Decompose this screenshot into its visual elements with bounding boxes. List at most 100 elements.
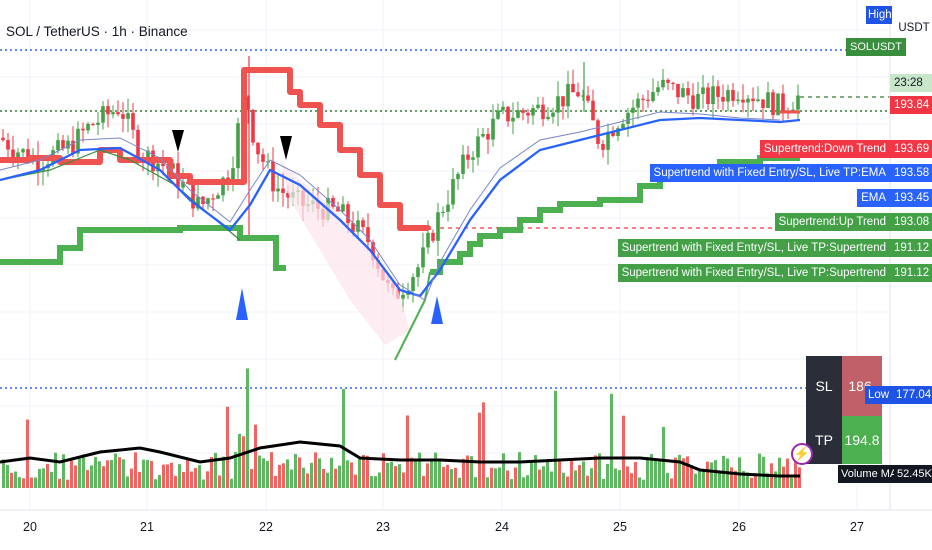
candle-body — [531, 108, 535, 116]
volume-bar — [702, 469, 705, 488]
currency-label[interactable]: USDT — [898, 22, 930, 34]
volume-bar — [130, 468, 133, 488]
candle-body — [726, 90, 730, 102]
candle-body — [146, 150, 150, 161]
lightning-bolt-icon[interactable]: ⚡ — [791, 443, 813, 465]
candle-body — [566, 84, 570, 107]
candle-body — [521, 110, 525, 113]
candle-body — [21, 149, 25, 153]
x-tick-label: 20 — [23, 520, 37, 534]
candle-body — [96, 122, 100, 125]
candle-body — [356, 220, 360, 232]
volume-bar — [522, 477, 525, 488]
volume-bar — [398, 464, 401, 488]
volume-bar — [390, 461, 393, 488]
volume-bar — [574, 470, 577, 488]
price-value-label: 193.69 — [890, 140, 932, 158]
volume-bar — [70, 459, 73, 488]
candle-body — [776, 93, 780, 116]
volume-bar — [438, 458, 441, 488]
volume-bar — [166, 464, 169, 488]
high-tag: High — [866, 6, 892, 24]
volume-bar — [34, 477, 37, 488]
candle-body — [581, 95, 585, 97]
volume-bar — [670, 478, 673, 488]
volume-bar — [594, 455, 597, 488]
price-value-label: 191.12 — [890, 239, 932, 257]
volume-bar — [170, 462, 173, 488]
candle-body — [366, 227, 370, 243]
candle-body — [26, 149, 30, 162]
volume-bar — [214, 452, 217, 488]
volume-bar — [674, 457, 677, 488]
sell-arrow-icon — [172, 130, 184, 152]
volume-bar — [698, 469, 701, 488]
indicator-name-label: Supertrend:Down Trend — [759, 140, 890, 158]
volume-bar — [238, 433, 241, 488]
volume-bar — [150, 460, 153, 488]
candle-body — [156, 163, 160, 172]
volume-bar — [14, 471, 17, 488]
x-tick-label: 27 — [850, 520, 864, 534]
candle-body — [671, 82, 675, 85]
volume-bar — [706, 461, 709, 488]
volume-bar — [310, 462, 313, 488]
volume-bar — [338, 465, 341, 488]
volume-bar — [422, 475, 425, 488]
volume-bar — [162, 464, 165, 488]
indicator-name-label: Supertrend with Fixed Entry/SL, Live TP:… — [617, 264, 890, 282]
volume-bar — [54, 452, 57, 488]
candle-body — [126, 113, 130, 119]
volume-bar — [154, 479, 157, 488]
volume-bar — [286, 459, 289, 488]
volume-bar — [514, 467, 517, 488]
candle-body — [161, 163, 165, 167]
candle-body — [81, 128, 85, 131]
candle-body — [446, 204, 450, 212]
volume-bar — [254, 424, 257, 488]
volume-bar — [750, 477, 753, 488]
buy-arrow-icon — [236, 288, 248, 320]
x-tick-label: 23 — [376, 520, 390, 534]
volume-bar — [250, 469, 253, 488]
volume-bar — [774, 471, 777, 488]
volume-bar — [270, 452, 273, 488]
candle-body — [261, 154, 265, 162]
volume-bar — [502, 453, 505, 488]
symbol-title[interactable]: SOL / TetherUS · 1h · Binance — [6, 24, 188, 39]
volume-bar — [18, 477, 21, 488]
volume-bar — [570, 460, 573, 488]
x-tick-label: 25 — [613, 520, 627, 534]
volume-bar — [358, 457, 361, 488]
volume-bar — [622, 415, 625, 488]
volume-bar — [234, 452, 237, 488]
volume-bar — [146, 459, 149, 488]
candle-body — [491, 118, 495, 140]
volume-bar — [610, 393, 613, 488]
candle-body — [346, 204, 350, 224]
volume-bar — [242, 436, 245, 488]
volume-bar — [538, 469, 541, 488]
symbol-tag: SOLUSDT — [846, 38, 906, 56]
candle-body — [701, 87, 705, 94]
volume-bar — [374, 476, 377, 488]
volume-bar — [350, 462, 353, 488]
volume-ma-value: 52.45K — [894, 465, 932, 483]
volume-bar — [382, 453, 385, 488]
candle-body — [236, 123, 240, 169]
volume-bar — [626, 466, 629, 488]
candle-body — [246, 96, 250, 110]
volume-bar — [758, 453, 761, 488]
candle-body — [421, 247, 425, 268]
volume-bar — [526, 475, 529, 488]
volume-bar — [602, 478, 605, 488]
candle-body — [596, 120, 600, 144]
volume-bar — [266, 460, 269, 488]
volume-bar — [494, 468, 497, 488]
volume-bar — [210, 457, 213, 488]
candle-body — [341, 204, 345, 212]
volume-bar — [742, 471, 745, 488]
candle-body — [546, 116, 550, 120]
candle-body — [196, 196, 200, 209]
